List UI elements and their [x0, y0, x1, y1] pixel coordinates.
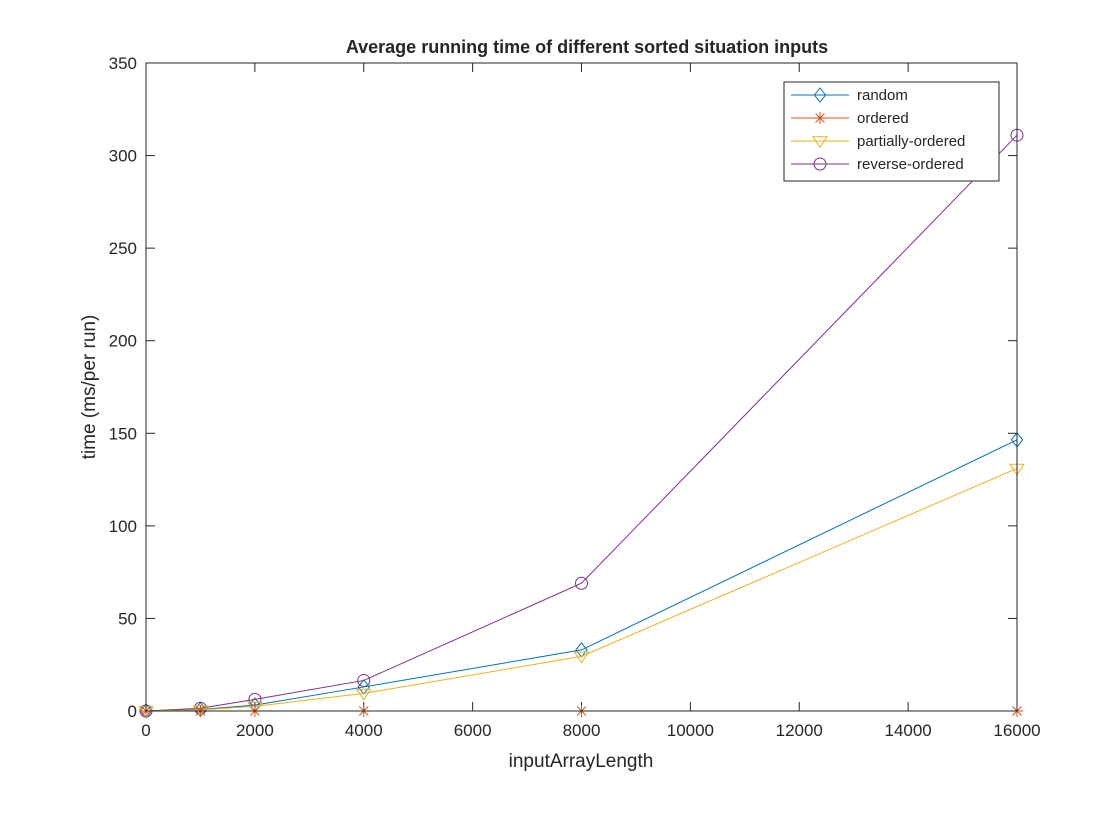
x-tick-label: 0 [141, 721, 150, 740]
series-line-partially-ordered [145, 468, 1018, 712]
y-tick-label: 250 [109, 239, 137, 258]
y-tick-label: 300 [109, 147, 137, 166]
legend-partially-ordered-marker [812, 136, 828, 149]
legend-label: reverse-ordered [857, 156, 964, 173]
legend-item: random [791, 87, 908, 104]
partially-ordered-marker [573, 651, 590, 664]
x-tick-label: 12000 [776, 721, 823, 740]
y-tick-label: 200 [109, 332, 137, 351]
legend-label: partially-ordered [857, 133, 965, 150]
legend-item: reverse-ordered [791, 156, 964, 173]
y-tick-label: 50 [118, 609, 137, 628]
y-tick-label: 150 [109, 424, 137, 443]
random-marker [575, 642, 588, 658]
reverse-ordered-marker [575, 576, 588, 590]
legend-reverse-ordered-marker [813, 157, 827, 171]
chart-title: Average running time of different sorted… [346, 37, 828, 57]
x-tick-label: 14000 [884, 721, 931, 740]
x-tick-label: 2000 [236, 721, 274, 740]
y-tick-label: 350 [109, 54, 137, 73]
legend-ordered-marker [814, 112, 826, 124]
x-tick-label: 10000 [667, 721, 714, 740]
x-tick-label: 8000 [563, 721, 601, 740]
legend-label: ordered [857, 110, 909, 127]
y-axis-label: time (ms/per run) [79, 315, 100, 460]
legend: random ordered partially-ordered reverse-or… [783, 81, 1000, 182]
x-axis-label: inputArrayLength [509, 751, 654, 772]
legend-random-marker [813, 87, 827, 103]
y-tick-label: 100 [109, 517, 137, 536]
series-line-reverse-ordered [145, 134, 1018, 712]
axes-box [145, 62, 1018, 712]
x-tick-label: 16000 [993, 721, 1040, 740]
y-tick-label: 0 [128, 702, 137, 721]
legend-item: ordered [791, 110, 909, 127]
axes-ticks: 0 2000 4000 6000 8000 10000 12000 14000 16000 0 50… [109, 54, 1041, 740]
legend-box [783, 81, 1000, 182]
random-marker [357, 679, 370, 695]
legend-label: random [857, 87, 908, 104]
x-tick-label: 6000 [454, 721, 492, 740]
partially-ordered-marker [355, 688, 372, 701]
legend-item: partially-ordered [791, 133, 965, 150]
x-tick-label: 4000 [345, 721, 383, 740]
